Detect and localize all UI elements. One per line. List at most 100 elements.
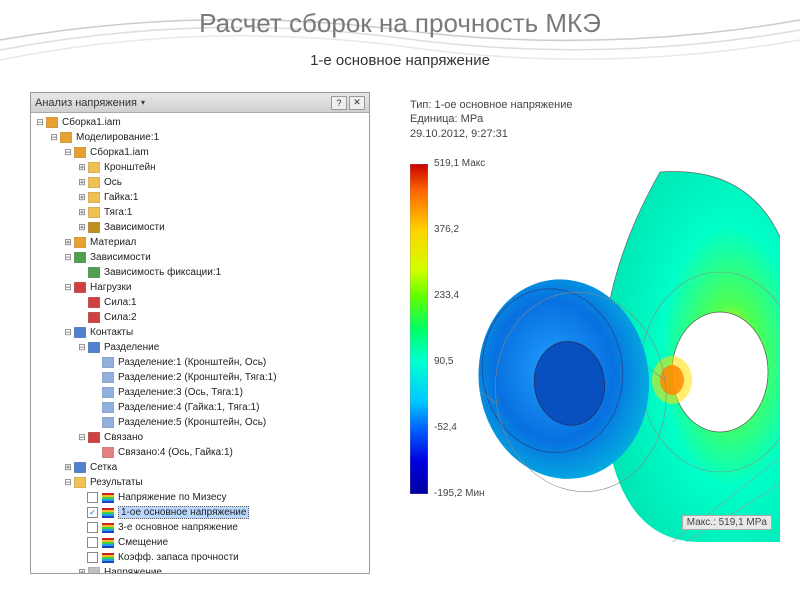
colorbar-label: 233,4 — [434, 290, 459, 301]
tree-node[interactable]: ⊟ Сборка1.iam — [31, 145, 369, 160]
r-icon — [101, 507, 115, 519]
con-icon — [73, 252, 87, 264]
tree-node-label: Разделение:4 (Гайка:1, Тяга:1) — [118, 402, 259, 413]
force-icon — [87, 312, 101, 324]
result-checkbox[interactable] — [87, 552, 98, 563]
colorbar-label: 376,2 — [434, 224, 459, 235]
sim-icon — [59, 132, 73, 144]
tree-node[interactable]: ⊞ Ось — [31, 175, 369, 190]
tree-node-label: Моделирование:1 — [76, 132, 159, 143]
fix-icon — [87, 267, 101, 279]
tree-node[interactable]: ⊞ Зависимости — [31, 220, 369, 235]
r-icon — [101, 552, 115, 564]
tree-node[interactable]: ⊟Зависимости — [31, 250, 369, 265]
panel-help-button[interactable]: ? — [331, 96, 347, 110]
tree-node[interactable]: ⊞Гайка:1 — [31, 190, 369, 205]
tree-node-label: Напряжение по Мизесу — [118, 492, 226, 503]
tree-node[interactable]: ⊟ Моделирование:1 — [31, 130, 369, 145]
expander-icon[interactable]: ⊞ — [77, 222, 87, 233]
expander-icon[interactable]: ⊟ — [35, 117, 45, 128]
tree-node-label: Коэфф. запаса прочности — [118, 552, 239, 563]
expander-icon[interactable]: ⊟ — [77, 342, 87, 353]
tree-node[interactable]: Смещение — [31, 535, 369, 550]
expander-icon[interactable]: ⊟ — [49, 132, 59, 143]
expander-icon[interactable]: ⊟ — [63, 477, 73, 488]
r-icon — [101, 492, 115, 504]
tree-node[interactable]: ⊟Сборка1.iam — [31, 115, 369, 130]
sep2-icon — [101, 402, 115, 414]
sub-title: 1-е основное напряжение — [0, 52, 800, 69]
expander-icon[interactable]: ⊟ — [63, 282, 73, 293]
model-tree[interactable]: ⊟Сборка1.iam⊟Моделирование:1⊟Сборка1.iam… — [31, 113, 369, 573]
tree-node-label: Сила:1 — [104, 297, 137, 308]
result-checkbox[interactable] — [87, 492, 98, 503]
tree-node[interactable]: Разделение:4 (Гайка:1, Тяга:1) — [31, 400, 369, 415]
tree-node[interactable]: ⊞ Напряжение — [31, 565, 369, 573]
r-icon — [101, 522, 115, 534]
tree-node-label: Ось — [104, 177, 122, 188]
tree-node[interactable]: Напряжение по Мизесу — [31, 490, 369, 505]
max-badge: Макс.: 519,1 MPa — [682, 515, 772, 530]
expander-icon[interactable]: ⊞ — [77, 207, 87, 218]
expander-icon[interactable]: ⊞ — [77, 192, 87, 203]
part-icon — [87, 162, 101, 174]
tree-node-label: Тяга:1 — [104, 207, 132, 218]
colorbar-label: 90,5 — [434, 356, 453, 367]
tree-node-label: Сила:2 — [104, 312, 137, 323]
tree-node[interactable]: ⊟Результаты — [31, 475, 369, 490]
tree-node-label: Сборка1.iam — [90, 147, 149, 158]
fea-viewport[interactable]: Тип: 1-ое основное напряжение Единица: M… — [380, 92, 780, 552]
tree-node-label: 1-ое основное напряжение — [118, 506, 249, 519]
tree-node[interactable]: 3-е основное напряжение — [31, 520, 369, 535]
result-checkbox[interactable] — [87, 537, 98, 548]
expander-icon[interactable]: ⊞ — [63, 462, 73, 473]
tree-node[interactable]: ✓ 1-ое основное напряжение — [31, 505, 369, 520]
tree-node-label: Контакты — [90, 327, 133, 338]
tree-node[interactable]: ⊞Сетка — [31, 460, 369, 475]
expander-icon[interactable]: ⊞ — [63, 237, 73, 248]
tree-node[interactable]: ⊞ Тяга:1 — [31, 205, 369, 220]
tree-node[interactable]: ⊟ Контакты — [31, 325, 369, 340]
r-icon — [101, 537, 115, 549]
tree-node-label: Напряжение — [104, 567, 162, 573]
expander-icon[interactable]: ⊞ — [77, 567, 87, 573]
expander-icon[interactable]: ⊟ — [63, 252, 73, 263]
tree-node-label: Разделение:3 (Ось, Тяга:1) — [118, 387, 243, 398]
mat-icon — [73, 237, 87, 249]
panel-dropdown-icon[interactable]: ▾ — [141, 98, 145, 107]
sep2-icon — [101, 417, 115, 429]
tree-node-label: Материал — [90, 237, 136, 248]
res-icon — [73, 477, 87, 489]
tree-node-label: Нагрузки — [90, 282, 131, 293]
dep-icon — [87, 222, 101, 234]
expander-icon[interactable]: ⊞ — [77, 177, 87, 188]
tree-node[interactable]: Разделение:5 (Кронштейн, Ось) — [31, 415, 369, 430]
tree-node[interactable]: Разделение:1 (Кронштейн, Ось) — [31, 355, 369, 370]
panel-close-button[interactable]: ✕ — [349, 96, 365, 110]
expander-icon[interactable]: ⊞ — [77, 162, 87, 173]
tree-node[interactable]: Связано:4 (Ось, Гайка:1) — [31, 445, 369, 460]
force-icon — [87, 297, 101, 309]
tree-node[interactable]: Зависимость фиксации:1 — [31, 265, 369, 280]
tree-node-label: Зависимости — [104, 222, 165, 233]
panel-titlebar: Анализ напряжения ▾ ? ✕ — [31, 93, 369, 113]
tree-node[interactable]: Разделение:3 (Ось, Тяга:1) — [31, 385, 369, 400]
tree-node[interactable]: Сила:1 — [31, 295, 369, 310]
result-checkbox[interactable] — [87, 522, 98, 533]
expander-icon[interactable]: ⊟ — [63, 327, 73, 338]
tree-node[interactable]: ⊟Связано — [31, 430, 369, 445]
tree-node[interactable]: ⊟Разделение — [31, 340, 369, 355]
tree-node[interactable]: Разделение:2 (Кронштейн, Тяга:1) — [31, 370, 369, 385]
tree-node-label: Связано:4 (Ось, Гайка:1) — [118, 447, 233, 458]
result-checkbox[interactable]: ✓ — [87, 507, 98, 518]
tree-node[interactable]: Коэфф. запаса прочности — [31, 550, 369, 565]
expander-icon[interactable]: ⊟ — [63, 147, 73, 158]
asm-icon — [73, 147, 87, 159]
tree-node[interactable]: ⊞ Материал — [31, 235, 369, 250]
tree-node[interactable]: ⊟ Нагрузки — [31, 280, 369, 295]
tree-node[interactable]: ⊞Кронштейн — [31, 160, 369, 175]
expander-icon[interactable]: ⊟ — [77, 432, 87, 443]
load-icon — [73, 282, 87, 294]
result-unit-line: Единица: MPa — [410, 112, 572, 126]
tree-node[interactable]: Сила:2 — [31, 310, 369, 325]
